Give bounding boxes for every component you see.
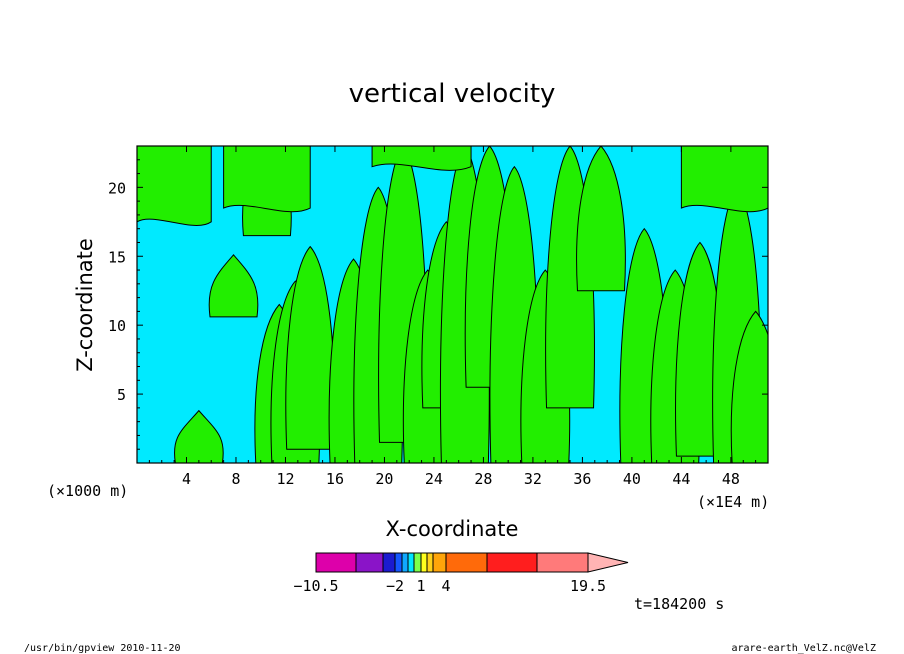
- footer-right: arare-earth_VelZ.nc@VelZ: [732, 643, 877, 654]
- colorbar-segment: [426, 552, 434, 573]
- colorbar-segment: [432, 552, 447, 573]
- colorbar-segment: [413, 552, 422, 573]
- x-tick-label: 40: [623, 470, 641, 488]
- colorbar-segment: [536, 552, 589, 573]
- x-tick-label: 28: [474, 470, 492, 488]
- colorbar-tick-label: 19.5: [570, 577, 606, 595]
- x-tick-label: 12: [276, 470, 294, 488]
- x-tick-label: 20: [375, 470, 393, 488]
- x-tick-label: 16: [326, 470, 344, 488]
- y-tick-label: 15: [108, 248, 126, 266]
- colorbar-tick-label: 4: [441, 577, 450, 595]
- colorbar-tick-label: 1: [416, 577, 425, 595]
- x-axis-label: X-coordinate: [386, 517, 519, 541]
- colorbar-labels: −10.5 −2 1 4 19.5: [293, 577, 606, 595]
- colorbar-extension: [587, 552, 629, 573]
- colorbar-segment: [355, 552, 384, 573]
- x-tick-label: 48: [722, 470, 740, 488]
- x-unit-label: (×1000 m): [47, 482, 128, 500]
- colorbar-tick-label: −10.5: [293, 577, 338, 595]
- colorbar-segment: [315, 552, 357, 573]
- footer-left: /usr/bin/gpview 2010-11-20: [24, 643, 181, 654]
- time-label: t=184200 s: [634, 595, 724, 613]
- colorbar-segment: [420, 552, 428, 573]
- updraft-band: [137, 146, 212, 226]
- colorbar-segment: [445, 552, 488, 573]
- colorbar-segment: [407, 552, 415, 573]
- updraft-region: [730, 310, 768, 463]
- colorbar-segment: [394, 552, 403, 573]
- x-tick-label: 8: [231, 470, 240, 488]
- colorbar-segment: [401, 552, 409, 573]
- y-axis-label: Z-coordinate: [73, 238, 97, 372]
- colorbar-segment: [486, 552, 538, 573]
- updraft-region: [174, 409, 224, 463]
- chart-title: vertical velocity: [349, 79, 556, 109]
- colorbar-segment: [382, 552, 396, 573]
- x-tick-label: 36: [573, 470, 591, 488]
- x-tick-label: 4: [182, 470, 191, 488]
- updraft-region: [208, 254, 259, 318]
- updraft-band: [680, 146, 768, 213]
- x-tick-label: 44: [672, 470, 690, 488]
- x-tick-label: 24: [425, 470, 443, 488]
- updraft-band: [223, 146, 311, 213]
- x-tick-label: 32: [524, 470, 542, 488]
- y-tick-label: 5: [117, 386, 126, 404]
- y-tick-label: 10: [108, 317, 126, 335]
- y-tick-label: 20: [108, 179, 126, 197]
- plot-frame: [136, 145, 769, 464]
- x-scale-note: (×1E4 m): [697, 493, 769, 511]
- updraft-band: [371, 146, 472, 171]
- colorbar-tick-label: −2: [386, 577, 404, 595]
- colorbar: [315, 552, 629, 573]
